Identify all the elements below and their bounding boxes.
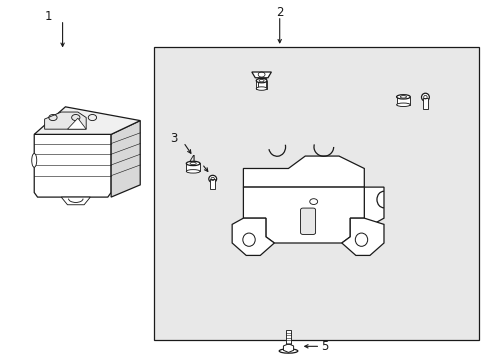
- Polygon shape: [243, 187, 364, 243]
- Polygon shape: [61, 197, 90, 205]
- Bar: [396, 97, 409, 105]
- Polygon shape: [232, 218, 274, 256]
- Ellipse shape: [32, 153, 37, 167]
- Polygon shape: [251, 72, 271, 78]
- Text: 2: 2: [275, 6, 283, 19]
- Bar: [285, 330, 290, 344]
- Polygon shape: [34, 107, 140, 134]
- Polygon shape: [341, 218, 383, 256]
- Text: 3: 3: [169, 132, 177, 145]
- Ellipse shape: [256, 78, 266, 83]
- Bar: [210, 179, 215, 189]
- Bar: [186, 163, 200, 171]
- Polygon shape: [364, 187, 383, 224]
- Ellipse shape: [279, 349, 297, 353]
- FancyBboxPatch shape: [300, 208, 315, 234]
- Text: 4: 4: [188, 154, 196, 167]
- Bar: [257, 78, 265, 89]
- Bar: [422, 98, 427, 109]
- Polygon shape: [44, 112, 86, 129]
- Polygon shape: [283, 344, 293, 352]
- Polygon shape: [67, 118, 86, 129]
- Ellipse shape: [256, 87, 266, 90]
- Ellipse shape: [208, 175, 216, 183]
- Ellipse shape: [186, 161, 200, 166]
- Polygon shape: [111, 121, 140, 197]
- Bar: [256, 81, 266, 89]
- Polygon shape: [34, 134, 111, 197]
- Ellipse shape: [421, 93, 428, 101]
- Text: 1: 1: [45, 10, 53, 23]
- Ellipse shape: [186, 170, 200, 173]
- Text: 5: 5: [321, 340, 328, 353]
- Ellipse shape: [396, 103, 409, 107]
- Bar: [154, 47, 478, 340]
- Ellipse shape: [396, 95, 409, 99]
- Polygon shape: [243, 156, 364, 187]
